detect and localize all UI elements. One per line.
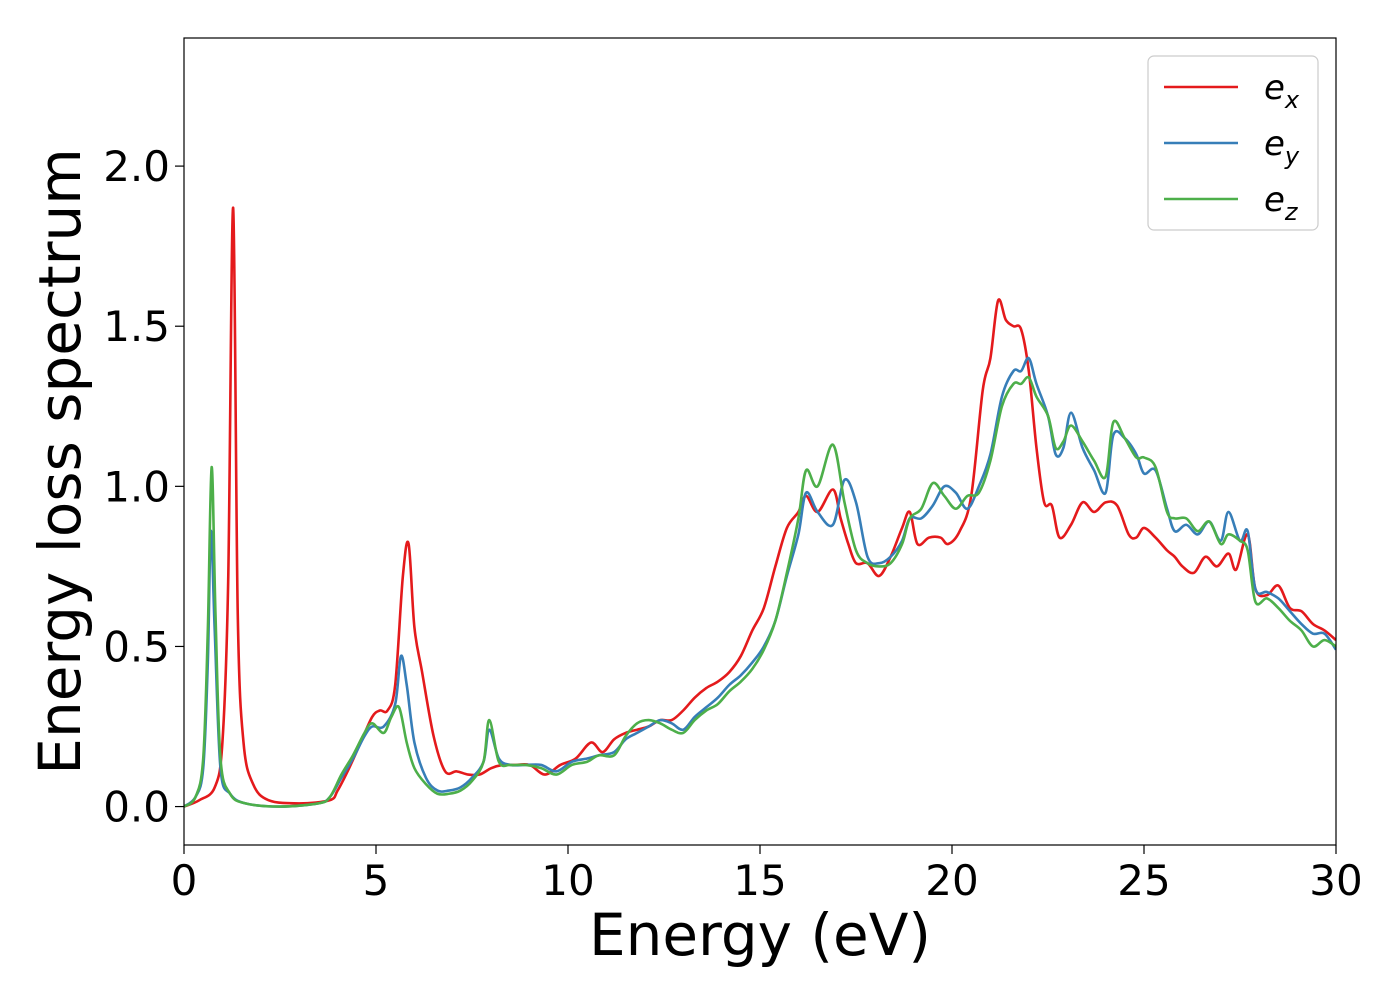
x-axis: 0 5 10 15 20 25 30	[171, 845, 1363, 905]
y-tick-label: 1.5	[103, 302, 170, 351]
y-tick-label: 2.0	[103, 142, 170, 191]
legend-label: ex	[1264, 68, 1300, 114]
y-axis-label: Energy loss spectrum	[26, 148, 94, 774]
x-axis-label: Energy (eV)	[589, 901, 931, 969]
series-line-ez	[184, 375, 1336, 808]
x-tick-label: 15	[733, 856, 786, 905]
legend-label-subscript: z	[1284, 198, 1299, 226]
x-tick-label: 30	[1309, 856, 1362, 905]
legend-label: ey	[1264, 124, 1300, 170]
y-tick-label: 0.5	[103, 622, 170, 671]
legend-label-subscript: x	[1284, 86, 1300, 114]
y-axis: 0.0 0.5 1.0 1.5 2.0	[103, 142, 184, 832]
x-tick-label: 20	[925, 856, 978, 905]
legend-label-base: e	[1264, 124, 1285, 164]
legend-label-base: e	[1264, 68, 1285, 108]
x-tick-label: 0	[171, 856, 198, 905]
x-tick-label: 25	[1117, 856, 1170, 905]
series-line-ex	[184, 206, 1336, 808]
series-line-ey	[184, 356, 1336, 808]
x-tick-label: 5	[363, 856, 390, 905]
legend-label: ez	[1264, 180, 1299, 226]
x-tick-label: 10	[541, 856, 594, 905]
plot-lines	[184, 206, 1336, 808]
legend-label-base: e	[1264, 180, 1285, 220]
y-tick-label: 1.0	[103, 462, 170, 511]
legend-label-subscript: y	[1284, 142, 1300, 170]
y-tick-label: 0.0	[103, 783, 170, 832]
